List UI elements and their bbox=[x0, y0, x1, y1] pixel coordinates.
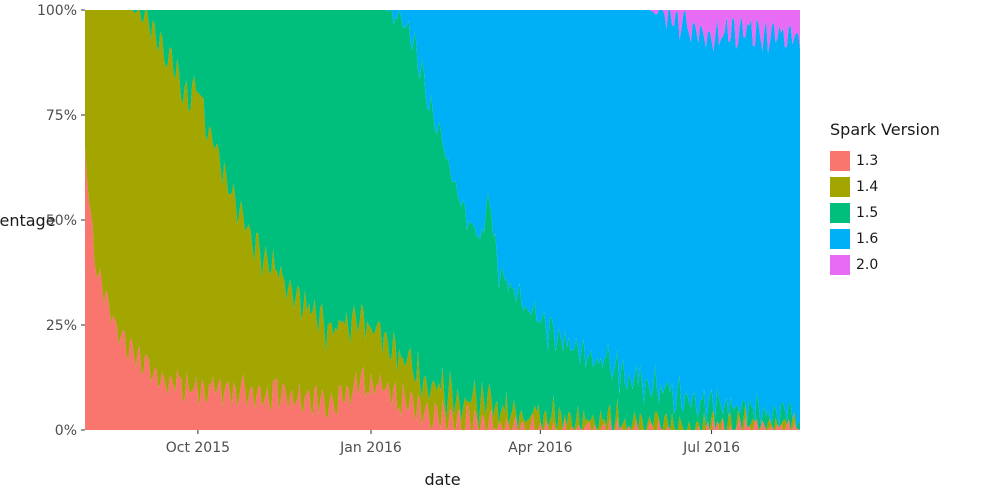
x-tick-label: Apr 2016 bbox=[508, 440, 572, 456]
stacked-areas bbox=[85, 10, 800, 430]
y-tick-label: 75% bbox=[46, 108, 77, 124]
legend-label: 1.5 bbox=[856, 205, 878, 221]
legend-key-icon bbox=[830, 177, 850, 197]
y-tick-label: 50% bbox=[46, 213, 77, 229]
x-tick-label: Oct 2015 bbox=[166, 440, 230, 456]
y-tick-label: 100% bbox=[37, 3, 77, 19]
legend-label: 1.3 bbox=[856, 153, 878, 169]
legend-key-icon bbox=[830, 255, 850, 275]
chart-canvas: 0% 25% 50% 75% 100% Oct 2015 Jan 2016 Apr 2016 J… bbox=[0, 0, 1000, 500]
legend-item-1.6: 1.6 bbox=[830, 228, 878, 250]
x-axis-title: date bbox=[85, 470, 800, 489]
y-tick-label: 0% bbox=[55, 423, 77, 439]
spark-version-area-chart: percentage 0%25%50%75%100%Oct 2015Jan 20… bbox=[0, 0, 1000, 500]
legend-item-1.4: 1.4 bbox=[830, 176, 878, 198]
legend-label: 1.4 bbox=[856, 179, 878, 195]
legend-key-icon bbox=[830, 229, 850, 249]
y-tick-label: 25% bbox=[46, 318, 77, 334]
x-tick-label: Jan 2016 bbox=[339, 440, 402, 456]
legend-key-icon bbox=[830, 151, 850, 171]
legend-label: 2.0 bbox=[856, 257, 878, 273]
legend-title: Spark Version bbox=[830, 120, 940, 139]
legend-label: 1.6 bbox=[856, 231, 878, 247]
x-tick-label: Jul 2016 bbox=[682, 440, 740, 456]
legend-item-1.5: 1.5 bbox=[830, 202, 878, 224]
legend-item-2.0: 2.0 bbox=[830, 254, 878, 276]
legend-key-icon bbox=[830, 203, 850, 223]
legend-item-1.3: 1.3 bbox=[830, 150, 878, 172]
